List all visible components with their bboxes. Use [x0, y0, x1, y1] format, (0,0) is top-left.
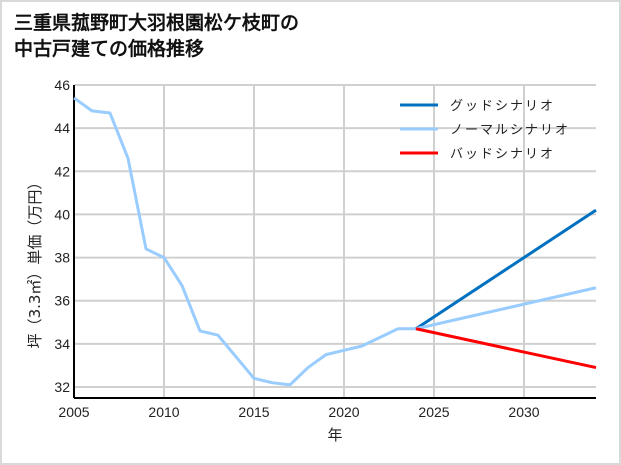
- legend-good-label: グッドシナリオ: [450, 99, 555, 114]
- historical-line: [73, 96, 416, 387]
- x-tick-label: 2005: [58, 404, 89, 420]
- x-tick-label: 2020: [328, 404, 359, 420]
- normal-scenario-line: [415, 286, 597, 331]
- x-tick-label: 2015: [238, 404, 269, 420]
- legend-normal-label: ノーマルシナリオ: [450, 123, 570, 138]
- y-tick-label: 34: [54, 336, 70, 352]
- y-tick-label: 38: [54, 250, 70, 266]
- good-scenario-line: [415, 208, 597, 331]
- x-axis-label: 年: [327, 426, 342, 444]
- bad-scenario-line: [415, 327, 597, 370]
- title-line-1: 三重県菰野町大羽根園松ケ枝町の: [14, 12, 300, 34]
- title-line-2: 中古戸建ての価格推移: [14, 38, 205, 60]
- y-axis-label: 坪（3.3㎡）単価（万円）: [26, 175, 44, 349]
- chart-title: 三重県菰野町大羽根園松ケ枝町の 中古戸建ての価格推移: [14, 10, 299, 62]
- legend-bad-label: バッドシナリオ: [450, 147, 555, 162]
- y-tick-label: 46: [54, 77, 70, 93]
- x-tick-label: 2010: [148, 404, 179, 420]
- y-tick-label: 42: [54, 163, 70, 179]
- x-tick-label: 2025: [418, 404, 449, 420]
- y-tick-label: 32: [54, 379, 70, 395]
- y-tick-label: 44: [54, 120, 70, 136]
- y-tick-label: 36: [54, 293, 70, 309]
- y-tick-label: 40: [54, 206, 70, 222]
- x-tick-label: 2030: [508, 404, 539, 420]
